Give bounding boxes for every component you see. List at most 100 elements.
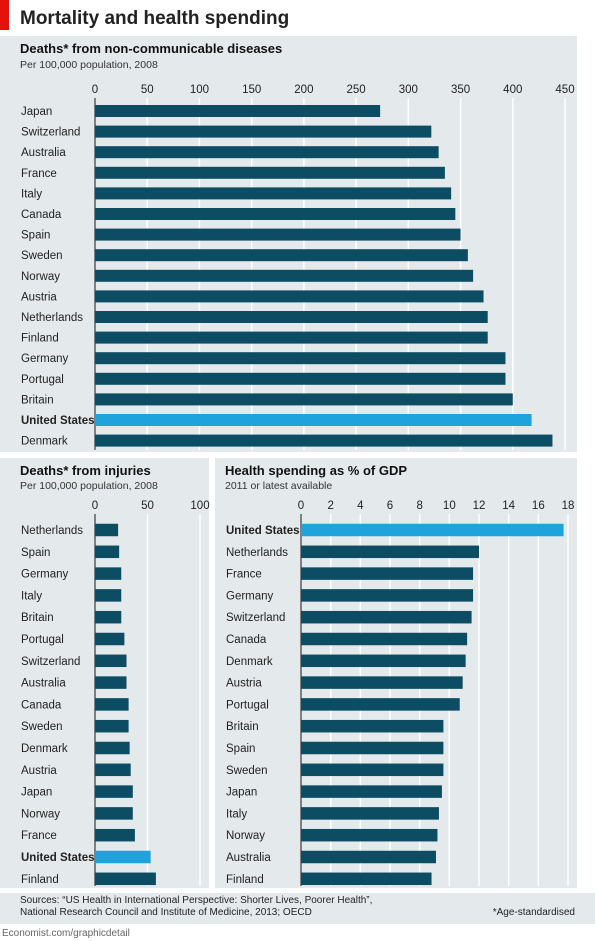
chart3-bar-1: [301, 545, 479, 559]
chart2-bar-14: [95, 828, 135, 842]
credit-link[interactable]: Economist.com/graphicdetail: [2, 928, 130, 939]
footer-band: [0, 893, 595, 924]
chart1-bar-10: [95, 311, 488, 323]
chart2-bar-13: [95, 807, 133, 820]
chart1-bar-4: [95, 187, 452, 200]
chart1-tick-label-7: 350: [451, 84, 470, 96]
chart2-bar-2: [95, 567, 122, 580]
chart2-category-label-11: Austria: [21, 765, 57, 777]
chart2-tick-label-0: 0: [92, 500, 98, 512]
chart1-bar-2: [95, 146, 439, 159]
chart3-bar-5: [301, 632, 468, 646]
chart2-bar-6: [95, 654, 127, 668]
chart3-category-label-0: United States: [226, 525, 300, 537]
chart1-bar-12: [95, 352, 506, 365]
chart3-bar-0: [301, 523, 564, 537]
chart3-category-label-3: Germany: [226, 590, 274, 602]
chart2-bar-1: [95, 545, 120, 559]
chart1-category-label-10: Netherlands: [21, 312, 83, 324]
sources-line-1: Sources: “US Health in International Per…: [20, 895, 373, 906]
chart3-category-label-12: Japan: [226, 787, 257, 799]
chart2-bar-7: [95, 676, 127, 689]
chart1-bar-0: [95, 105, 381, 117]
chart2-category-label-13: Norway: [21, 808, 60, 820]
chart2-category-label-4: Britain: [21, 612, 54, 624]
chart3-tick-label-2: 4: [357, 500, 364, 512]
chart1-category-label-8: Norway: [21, 271, 60, 283]
brand-red-bar: [0, 0, 9, 30]
chart2-category-label-3: Italy: [21, 590, 42, 602]
chart1-tick-label-5: 250: [347, 84, 366, 96]
chart3-bar-12: [301, 785, 442, 798]
chart2-bar-10: [95, 741, 130, 755]
chart1-category-label-16: Denmark: [21, 436, 68, 448]
chart1-bar-7: [95, 249, 468, 262]
chart1-category-label-4: Italy: [21, 188, 42, 200]
chart3-category-label-16: Finland: [226, 874, 264, 886]
chart3-subtitle: 2011 or latest available: [225, 480, 333, 492]
chart3-category-label-6: Denmark: [226, 656, 273, 668]
chart1-category-label-15: United States: [21, 415, 95, 427]
chart2-bar-11: [95, 763, 131, 777]
chart3-bar-16: [301, 872, 432, 886]
chart2-subtitle: Per 100,000 population, 2008: [20, 480, 158, 492]
chart3-category-label-5: Canada: [226, 634, 267, 646]
chart3-bar-7: [301, 676, 463, 689]
chart2-bar-12: [95, 785, 133, 798]
chart1-tick-label-2: 100: [190, 84, 209, 96]
chart3-bar-9: [301, 719, 444, 733]
chart1-tick-label-0: 0: [92, 84, 98, 96]
chart1-category-label-0: Japan: [21, 106, 52, 118]
chart1-bar-13: [95, 372, 506, 385]
chart2-category-label-15: United States: [21, 852, 95, 864]
chart3-category-label-1: Netherlands: [226, 547, 288, 559]
chart2-category-label-16: Finland: [21, 874, 59, 886]
chart3-tick-label-1: 2: [327, 500, 333, 512]
chart2-category-label-7: Australia: [21, 678, 66, 690]
chart2-category-label-14: France: [21, 830, 57, 842]
chart2-title: Deaths* from injuries: [20, 463, 151, 478]
chart2-category-label-8: Canada: [21, 699, 62, 711]
chart1-category-label-13: Portugal: [21, 374, 64, 386]
chart1-category-label-7: Sweden: [21, 250, 63, 262]
sources-line-2: National Research Council and Institute …: [20, 907, 312, 918]
chart2-bar-4: [95, 610, 122, 624]
chart3-tick-label-4: 8: [416, 500, 422, 512]
chart3-bar-13: [301, 807, 439, 820]
chart1-bar-8: [95, 269, 474, 282]
chart3-category-label-9: Britain: [226, 721, 259, 733]
chart2-category-label-12: Japan: [21, 787, 52, 799]
chart1-tick-label-6: 300: [399, 84, 418, 96]
chart2-bar-16: [95, 872, 156, 886]
chart3-bar-15: [301, 850, 436, 864]
chart3-tick-label-0: 0: [298, 500, 304, 512]
chart3-tick-label-3: 6: [387, 500, 393, 512]
chart3-category-label-15: Australia: [226, 852, 271, 864]
chart2-category-label-2: Germany: [21, 569, 69, 581]
chart3-category-label-13: Italy: [226, 808, 247, 820]
chart2-bar-5: [95, 632, 125, 646]
chart1-category-label-14: Britain: [21, 394, 54, 406]
chart1-tick-label-4: 200: [294, 84, 313, 96]
chart3-tick-label-9: 18: [562, 500, 575, 512]
chart3-tick-label-6: 12: [473, 500, 486, 512]
chart2-bar-15: [95, 850, 151, 864]
chart2-category-label-6: Switzerland: [21, 656, 80, 668]
chart3-bar-3: [301, 589, 474, 602]
chart1-category-label-1: Switzerland: [21, 127, 80, 139]
chart1-category-label-3: France: [21, 168, 57, 180]
chart3-category-label-10: Spain: [226, 743, 255, 755]
chart3-bar-11: [301, 763, 444, 777]
chart2-category-label-1: Spain: [21, 547, 50, 559]
chart1-bar-6: [95, 228, 461, 241]
chart2-category-label-5: Portugal: [21, 634, 64, 646]
chart3-title: Health spending as % of GDP: [225, 463, 408, 478]
age-standardised-footnote: *Age-standardised: [492, 907, 575, 918]
chart2-category-label-9: Sweden: [21, 721, 63, 733]
chart1-subtitle: Per 100,000 population, 2008: [20, 59, 158, 71]
chart1-bar-5: [95, 208, 456, 220]
chart3-category-label-14: Norway: [226, 830, 265, 842]
chart1-bar-14: [95, 393, 513, 406]
chart1-category-label-6: Spain: [21, 230, 50, 242]
